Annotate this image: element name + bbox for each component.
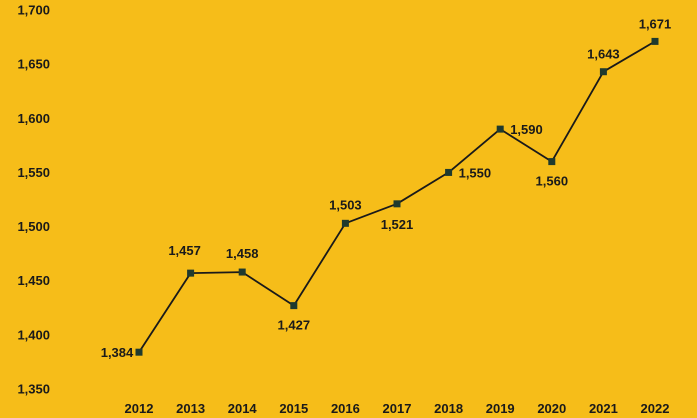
y-tick-label: 1,500 (17, 219, 50, 234)
x-tick-label: 2022 (641, 401, 670, 416)
x-tick-label: 2021 (589, 401, 618, 416)
y-tick-label: 1,400 (17, 327, 50, 342)
data-point (290, 302, 298, 310)
data-label: 1,427 (278, 318, 311, 333)
y-tick-label: 1,450 (17, 273, 50, 288)
data-label: 1,590 (510, 122, 543, 137)
y-tick-label: 1,650 (17, 57, 50, 72)
data-point (238, 268, 246, 276)
data-point (393, 200, 401, 208)
data-point (548, 158, 556, 166)
x-tick-label: 2014 (228, 401, 258, 416)
y-tick-label: 1,600 (17, 111, 50, 126)
data-label: 1,643 (587, 47, 620, 62)
x-tick-label: 2019 (486, 401, 515, 416)
data-point (599, 68, 607, 76)
y-tick-label: 1,550 (17, 165, 50, 180)
y-tick-label: 1,700 (17, 3, 50, 18)
series-line (138, 40, 656, 353)
data-point (187, 269, 195, 277)
data-label: 1,521 (381, 217, 414, 232)
data-label: 1,550 (459, 165, 492, 180)
data-label: 1,384 (101, 345, 134, 360)
data-label: 1,457 (168, 243, 201, 258)
data-point (651, 37, 659, 45)
data-label: 1,671 (639, 16, 672, 31)
x-axis: 2012 2013 2014 2015 2016 2017 2018 2019 2020 2021… (125, 401, 670, 416)
data-point (341, 219, 349, 227)
x-tick-label: 2018 (434, 401, 463, 416)
data-point (445, 168, 453, 176)
data-labels: 1,384 1,457 1,458 1,427 1,503 1,521 1,550 1,590… (101, 16, 672, 360)
x-tick-label: 2020 (537, 401, 566, 416)
x-tick-label: 2012 (125, 401, 154, 416)
y-axis: 1,350 1,400 1,450 1,500 1,550 1,600 1,650 1,700 (17, 3, 50, 397)
data-point (496, 125, 504, 133)
data-point (135, 348, 143, 356)
data-label: 1,560 (536, 174, 569, 189)
data-label: 1,503 (329, 197, 362, 212)
series-layer (135, 37, 659, 356)
x-tick-label: 2015 (279, 401, 308, 416)
x-tick-label: 2017 (383, 401, 412, 416)
x-tick-label: 2016 (331, 401, 360, 416)
y-tick-label: 1,350 (17, 382, 50, 397)
x-tick-label: 2013 (176, 401, 205, 416)
data-label: 1,458 (226, 246, 259, 261)
